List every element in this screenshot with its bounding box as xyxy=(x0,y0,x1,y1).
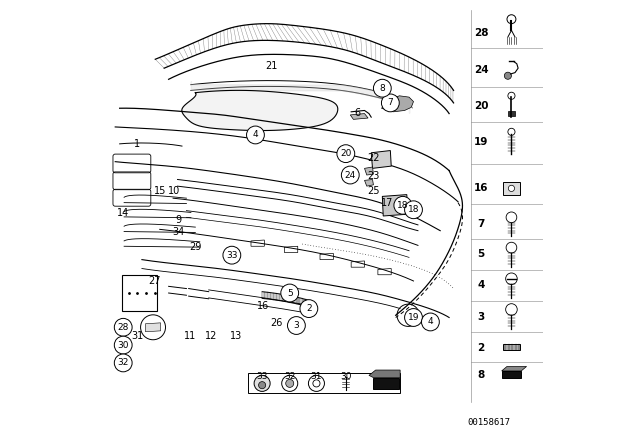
Circle shape xyxy=(115,354,132,372)
Circle shape xyxy=(254,375,270,392)
Text: 30: 30 xyxy=(118,340,129,349)
Text: 33: 33 xyxy=(257,372,268,381)
Circle shape xyxy=(404,201,422,219)
Text: 26: 26 xyxy=(270,318,282,328)
Text: 30: 30 xyxy=(340,372,351,381)
Text: 8: 8 xyxy=(380,84,385,93)
Circle shape xyxy=(337,145,355,163)
Text: 18: 18 xyxy=(397,201,408,210)
Text: 9: 9 xyxy=(176,215,182,224)
Text: 14: 14 xyxy=(117,208,129,218)
Text: 2: 2 xyxy=(306,304,312,313)
Polygon shape xyxy=(338,150,348,157)
Text: 19: 19 xyxy=(408,313,419,322)
Text: 8: 8 xyxy=(477,370,484,380)
Circle shape xyxy=(506,242,516,253)
Text: 29: 29 xyxy=(189,242,202,252)
Text: 7: 7 xyxy=(477,219,485,229)
Circle shape xyxy=(281,284,299,302)
Circle shape xyxy=(285,379,294,388)
Circle shape xyxy=(282,375,298,392)
Circle shape xyxy=(504,72,511,79)
Circle shape xyxy=(300,300,318,318)
Text: 6: 6 xyxy=(354,108,360,118)
Text: 20: 20 xyxy=(474,101,488,111)
Circle shape xyxy=(422,313,439,331)
Text: 4: 4 xyxy=(477,280,485,290)
Circle shape xyxy=(508,185,515,191)
Circle shape xyxy=(246,126,264,144)
Polygon shape xyxy=(145,323,161,332)
Circle shape xyxy=(259,382,266,389)
Text: 5: 5 xyxy=(287,289,292,297)
Polygon shape xyxy=(382,194,408,216)
Text: 3: 3 xyxy=(294,321,300,330)
Text: 2: 2 xyxy=(477,343,484,353)
Circle shape xyxy=(404,309,422,327)
Text: 33: 33 xyxy=(226,251,237,260)
Polygon shape xyxy=(502,344,520,350)
Polygon shape xyxy=(502,182,520,195)
Text: 7: 7 xyxy=(387,99,393,108)
Circle shape xyxy=(381,94,399,112)
Text: 4: 4 xyxy=(253,130,259,139)
Circle shape xyxy=(223,246,241,264)
Text: 11: 11 xyxy=(184,331,196,341)
Text: 24: 24 xyxy=(345,171,356,180)
Circle shape xyxy=(373,79,391,97)
Polygon shape xyxy=(365,180,373,186)
Text: 28: 28 xyxy=(118,323,129,332)
Text: 23: 23 xyxy=(367,171,380,181)
Text: 18: 18 xyxy=(408,205,419,214)
Polygon shape xyxy=(365,167,373,175)
Text: 4: 4 xyxy=(428,318,433,327)
Circle shape xyxy=(394,196,412,214)
Text: 3: 3 xyxy=(477,312,484,322)
Polygon shape xyxy=(350,114,368,119)
Text: 32: 32 xyxy=(118,358,129,367)
Text: 00158617: 00158617 xyxy=(468,418,511,426)
Circle shape xyxy=(506,212,516,223)
Text: 32: 32 xyxy=(284,372,296,381)
Text: 34: 34 xyxy=(173,227,185,237)
Polygon shape xyxy=(508,112,515,116)
Text: 12: 12 xyxy=(205,331,217,341)
Polygon shape xyxy=(371,151,391,168)
Polygon shape xyxy=(182,90,338,130)
Polygon shape xyxy=(502,371,521,378)
Text: 31: 31 xyxy=(310,372,322,381)
Circle shape xyxy=(506,273,517,284)
Text: 24: 24 xyxy=(474,65,488,75)
Text: 31: 31 xyxy=(131,331,143,341)
Circle shape xyxy=(115,319,132,336)
Text: 16: 16 xyxy=(474,183,488,194)
Text: 16: 16 xyxy=(257,302,269,311)
Polygon shape xyxy=(344,148,352,156)
Text: 25: 25 xyxy=(367,185,380,196)
Polygon shape xyxy=(381,96,413,112)
Text: 28: 28 xyxy=(474,28,488,38)
Polygon shape xyxy=(369,370,400,378)
Circle shape xyxy=(506,304,517,315)
Text: 15: 15 xyxy=(154,186,167,197)
Text: 10: 10 xyxy=(168,186,180,197)
Circle shape xyxy=(115,336,132,354)
Text: 5: 5 xyxy=(477,249,484,259)
Text: 22: 22 xyxy=(367,153,380,163)
Circle shape xyxy=(308,375,324,392)
Circle shape xyxy=(507,15,516,24)
Text: 27: 27 xyxy=(148,276,161,286)
Polygon shape xyxy=(502,366,527,371)
Text: 20: 20 xyxy=(340,149,351,158)
Circle shape xyxy=(341,166,359,184)
Text: 1: 1 xyxy=(134,139,141,149)
Text: 19: 19 xyxy=(474,137,488,146)
Polygon shape xyxy=(373,378,399,389)
Text: 13: 13 xyxy=(230,331,243,341)
Circle shape xyxy=(287,317,305,334)
Circle shape xyxy=(508,128,515,135)
Text: 21: 21 xyxy=(265,61,277,71)
Text: 17: 17 xyxy=(381,198,393,207)
Circle shape xyxy=(508,92,515,99)
